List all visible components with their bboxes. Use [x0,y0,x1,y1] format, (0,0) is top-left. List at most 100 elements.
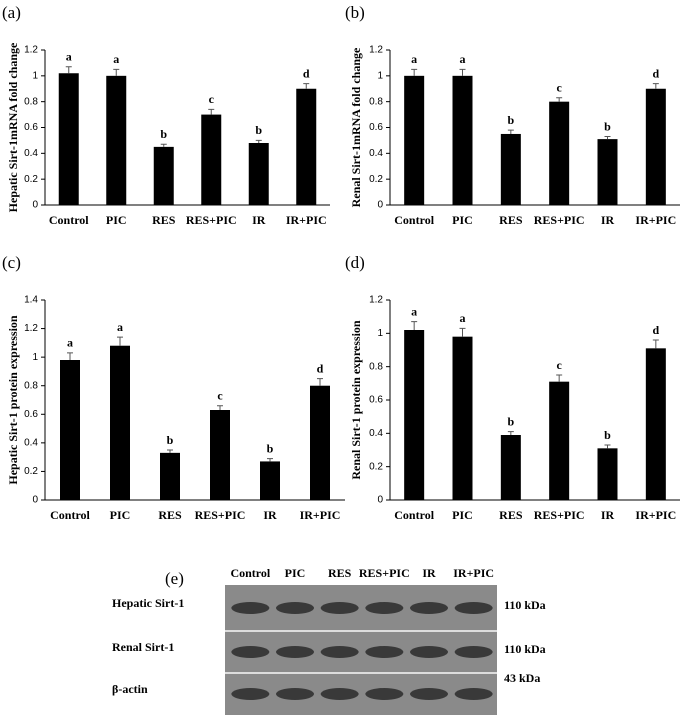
significance-letter: b [267,441,274,455]
y-tick-label: 0.4 [24,437,38,448]
error-bar [67,352,73,360]
x-tick-label: Control [49,213,89,227]
panel-label: (a) [2,3,21,22]
blot-band [231,602,270,614]
significance-letter: d [317,361,324,375]
x-tick-label: PIC [110,508,131,522]
y-tick-label: 0.4 [369,148,383,159]
blot-band [365,646,404,658]
error-bar [507,431,514,435]
error-bar [217,405,223,410]
blot-band [365,688,404,700]
error-bar [507,129,514,134]
error-bar [604,444,611,449]
panel-label: (d) [345,253,365,272]
significance-letter: c [209,92,215,106]
bar [500,133,521,205]
error-bar [411,321,418,330]
x-tick-label: IR+PIC [300,508,341,522]
bar [452,336,473,500]
y-tick-label: 1.2 [369,45,383,56]
bar [404,330,425,500]
panel-label: (b) [345,3,365,22]
bar [201,114,222,205]
y-tick-label: 0.4 [24,148,38,159]
y-tick-label: 0.6 [24,122,38,133]
bar [404,75,425,205]
bar [597,448,618,500]
error-bar [411,68,418,76]
significance-letter: c [217,388,223,402]
blot-band [320,646,359,658]
bar [500,435,521,500]
error-bar [652,83,659,89]
y-tick-label: 1 [377,328,383,339]
size-label: 43 kDa [504,671,540,685]
size-label: 110 kDa [504,642,546,656]
blot-band [365,602,404,614]
x-tick-label: RES+PIC [534,213,585,227]
lane-label: IR+PIC [453,566,494,580]
blot-band [454,646,493,658]
error-bar [65,66,72,74]
lane-label: IR [422,566,436,580]
y-tick-label: 0.6 [369,122,383,133]
x-tick-label: IR [601,508,615,522]
x-tick-label: RES [499,213,523,227]
y-tick-label: 0.2 [24,174,38,185]
blot-band [276,646,314,658]
x-tick-label: IR+PIC [635,508,676,522]
significance-letter: d [652,66,659,80]
lane-label: RES [328,566,352,580]
significance-letter: b [604,428,611,442]
panel-label: (c) [2,253,21,272]
blot-band [410,602,448,614]
lane-label: RES+PIC [359,566,410,580]
x-tick-label: IR+PIC [635,213,676,227]
x-tick-label: RES [152,213,176,227]
blot-band [320,602,359,614]
y-tick-label: 1 [377,70,383,81]
y-tick-label: 0.6 [24,409,38,420]
significance-letter: b [255,123,262,137]
bar [153,146,174,205]
blot-band [276,688,314,700]
significance-letter: c [557,358,563,372]
significance-letter: d [652,323,659,337]
bar [645,348,666,500]
bar [549,101,570,205]
significance-letter: a [460,52,466,66]
significance-letter: b [507,414,514,428]
y-tick-label: 0 [32,200,38,211]
blot-band [231,646,270,658]
bar [310,385,330,500]
y-tick-label: 0.4 [369,428,383,439]
y-axis-label: Hepatic Sirt-1mRNA fold change [6,42,20,212]
error-bar [113,68,120,76]
y-tick-label: 0.8 [24,380,38,391]
y-axis-label: Hepatic Sirt-1 protein expression [6,315,20,485]
bar [248,143,269,205]
bar [110,345,130,500]
lane-label: PIC [285,566,306,580]
y-tick-label: 0 [377,495,383,506]
bar [260,461,280,500]
x-tick-label: PIC [452,508,473,522]
bar [58,73,79,205]
x-tick-label: RES+PIC [186,213,237,227]
x-tick-label: RES+PIC [534,508,585,522]
error-bar [255,139,262,143]
y-tick-label: 0.8 [369,96,383,107]
y-tick-label: 1.4 [24,295,38,306]
bar [452,75,473,205]
significance-letter: a [117,320,123,334]
significance-letter: c [557,81,563,95]
y-tick-label: 1.2 [369,295,383,306]
x-tick-label: RES+PIC [195,508,246,522]
error-bar [556,374,563,382]
y-tick-label: 0.8 [24,96,38,107]
row-label: Hepatic Sirt-1 [112,596,184,610]
row-label: β-actin [112,682,148,696]
x-tick-label: IR [601,213,615,227]
bar [60,360,80,500]
